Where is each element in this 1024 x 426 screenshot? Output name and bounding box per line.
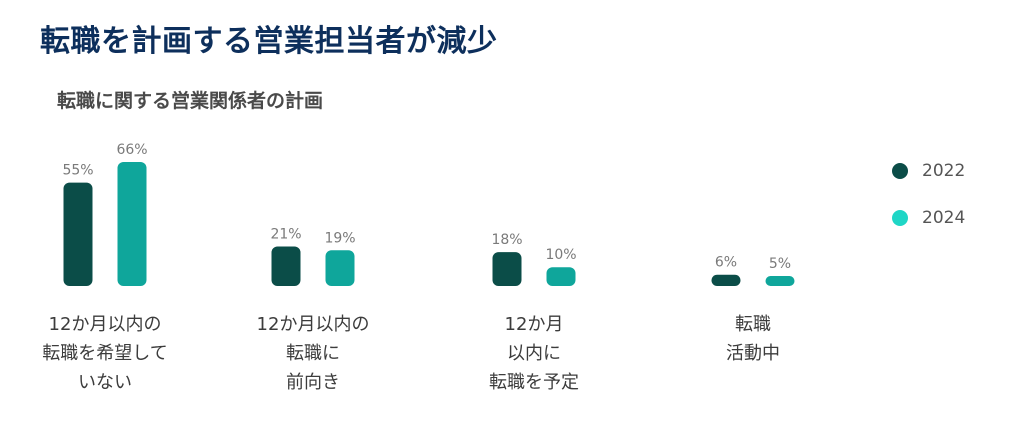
bar-2024-no-change [117, 162, 147, 286]
legend-item-2022: 2022 [892, 158, 965, 184]
data-label-2024-open: 19% [324, 230, 355, 246]
data-label-2024-no-change: 66% [116, 142, 147, 158]
legend-swatch-2022 [892, 163, 908, 179]
bar-2022-no-change [63, 182, 93, 286]
legend-swatch-2024 [892, 210, 908, 226]
category-label-active: 転職 活動中 [726, 314, 780, 364]
data-label-2022-active: 6% [715, 255, 737, 271]
category-label-planning: 12か月 以内に 転職を予定 [489, 314, 579, 393]
legend-label-2022: 2022 [922, 161, 966, 181]
bar-2022-planning [492, 252, 522, 286]
category-label-open: 12か月以内の 転職に 前向き [256, 314, 370, 393]
bar-2024-active [765, 276, 795, 286]
bar-2022-active [711, 274, 741, 286]
legend-label-2024: 2024 [922, 208, 966, 228]
legend: 2022 2024 [892, 158, 965, 252]
chart-subtitle: 転職に関する営業関係者の計画 [57, 90, 324, 112]
data-label-2022-planning: 18% [491, 232, 522, 248]
legend-item-2024: 2024 [892, 205, 965, 231]
data-label-2024-planning: 10% [545, 247, 576, 263]
data-label-2024-active: 5% [769, 256, 791, 272]
data-label-2022-no-change: 55% [62, 163, 93, 179]
category-label-no-change: 12か月以内の 転職を希望して いない [42, 314, 168, 393]
bar-2024-open [325, 250, 355, 286]
bar-2024-planning [546, 267, 576, 286]
bar-2022-open [271, 246, 301, 286]
data-label-2022-open: 21% [270, 227, 301, 243]
chart-title: 転職を計画する営業担当者が減少 [40, 24, 498, 59]
